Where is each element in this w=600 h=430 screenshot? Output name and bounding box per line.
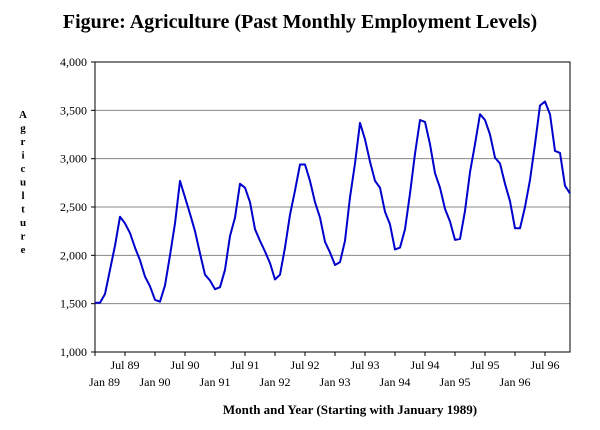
- y-axis-label-letter: A: [19, 109, 27, 121]
- y-axis-label-letter: u: [20, 217, 26, 229]
- y-axis-label-letter: t: [21, 204, 25, 216]
- x-tick-label: Jan 89: [89, 375, 120, 389]
- y-tick-label: 1,500: [60, 297, 87, 311]
- y-axis-label-letter: c: [21, 163, 26, 175]
- x-tick-label: Jan 94: [380, 375, 411, 389]
- x-tick-label: Jul 96: [530, 358, 559, 372]
- x-axis-ticks: Jul 89 Jul 90 Jul 91 Jul 92 Jul 93 Jul 94 Jul …: [89, 352, 560, 389]
- series-line: [95, 100, 571, 304]
- y-tick-label: 2,500: [60, 200, 87, 214]
- x-tick-label: Jul 89: [110, 358, 139, 372]
- y-axis-label-letter: e: [21, 244, 26, 256]
- y-axis-ticks: 1,000 1,500 2,000 2,500 3,000 3,500 4,000: [60, 55, 95, 359]
- x-tick-label: Jul 90: [170, 358, 199, 372]
- y-tick-label: 3,500: [60, 103, 87, 117]
- x-tick-label: Jul 94: [410, 358, 439, 372]
- y-axis-label-letter: r: [21, 231, 26, 243]
- x-tick-label: Jul 95: [470, 358, 499, 372]
- y-tick-label: 2,000: [60, 248, 87, 262]
- chart-title: Figure: Agriculture (Past Monthly Employ…: [63, 11, 537, 33]
- y-axis-label-letter: g: [20, 123, 26, 135]
- y-tick-label: 4,000: [60, 55, 87, 69]
- ylabel: Agriculture: [19, 109, 27, 256]
- y-axis-label-letter: i: [21, 150, 24, 162]
- y-axis-label-letter: l: [21, 190, 24, 202]
- x-tick-label: Jan 93: [320, 375, 351, 389]
- x-tick-label: Jul 92: [290, 358, 319, 372]
- x-tick-label: Jan 90: [140, 375, 171, 389]
- series-group: [95, 100, 571, 304]
- x-tick-label: Jan 95: [440, 375, 471, 389]
- gridlines: [95, 109, 570, 305]
- x-tick-label: Jan 91: [200, 375, 231, 389]
- x-tick-label: Jul 93: [350, 358, 379, 372]
- x-tick-label: Jan 92: [260, 375, 291, 389]
- y-tick-label: 1,000: [60, 345, 87, 359]
- y-axis-label-letter: u: [20, 177, 26, 189]
- x-tick-label: Jan 96: [500, 375, 531, 389]
- x-axis-label: Month and Year (Starting with January 19…: [223, 402, 477, 417]
- y-tick-label: 3,000: [60, 152, 87, 166]
- y-axis-label-letter: r: [21, 136, 26, 148]
- x-tick-label: Jul 91: [230, 358, 259, 372]
